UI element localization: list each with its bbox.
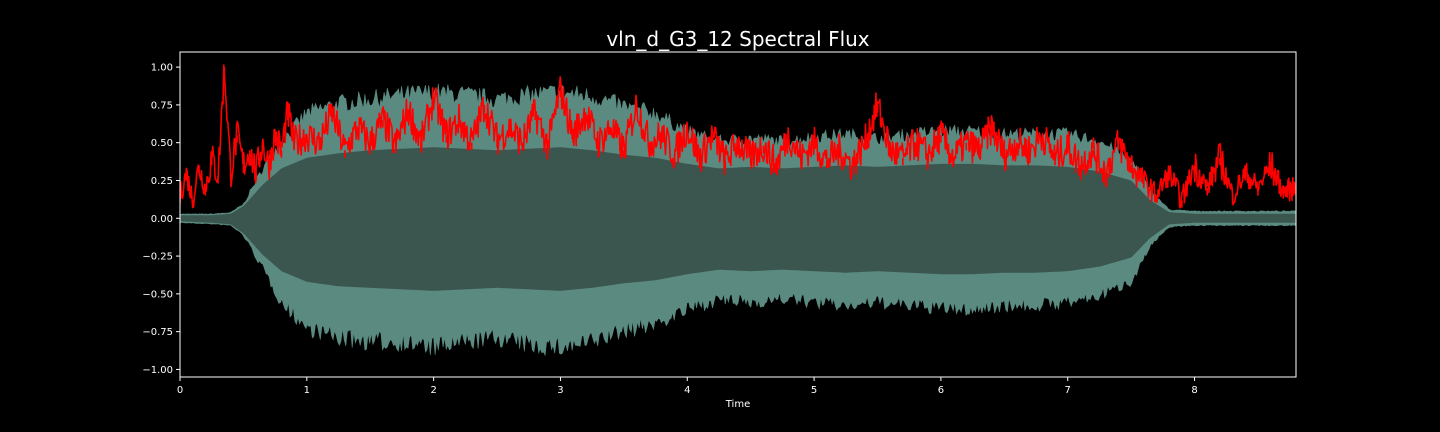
- y-tick-label: 0.75: [151, 100, 173, 111]
- spectral-flux-line: [180, 64, 1296, 209]
- x-tick-label: 3: [557, 385, 563, 396]
- x-axis-ticks: 0 1 2 3 4 5 6 7 8: [177, 377, 1198, 396]
- y-tick-label: 0.25: [151, 176, 173, 187]
- x-axis-label: Time: [725, 399, 750, 410]
- waveform-envelope-inner: [180, 147, 1296, 291]
- chart-title: vln_d_G3_12 Spectral Flux: [606, 27, 869, 51]
- x-tick-label: 8: [1191, 385, 1197, 396]
- x-tick-label: 2: [430, 385, 436, 396]
- x-tick-label: 4: [684, 385, 690, 396]
- y-tick-label: −1.00: [142, 365, 173, 376]
- y-tick-label: 1.00: [151, 63, 173, 74]
- y-tick-label: −0.75: [142, 327, 173, 338]
- y-tick-label: 0.00: [151, 214, 173, 225]
- x-tick-label: 1: [304, 385, 310, 396]
- x-tick-label: 7: [1065, 385, 1071, 396]
- x-tick-label: 6: [938, 385, 944, 396]
- y-axis-ticks: 1.00 0.75 0.50 0.25 0.00 −0.25 −0.50 −0.75 −1.00: [142, 63, 180, 376]
- plot-frame: [179, 51, 1297, 378]
- y-tick-label: −0.25: [142, 252, 173, 263]
- x-tick-label: 0: [177, 385, 183, 396]
- x-tick-label: 5: [811, 385, 817, 396]
- plot-area: [179, 51, 1297, 378]
- plot-content: [180, 64, 1296, 357]
- y-tick-label: −0.50: [142, 289, 173, 300]
- y-tick-label: 0.50: [151, 138, 173, 149]
